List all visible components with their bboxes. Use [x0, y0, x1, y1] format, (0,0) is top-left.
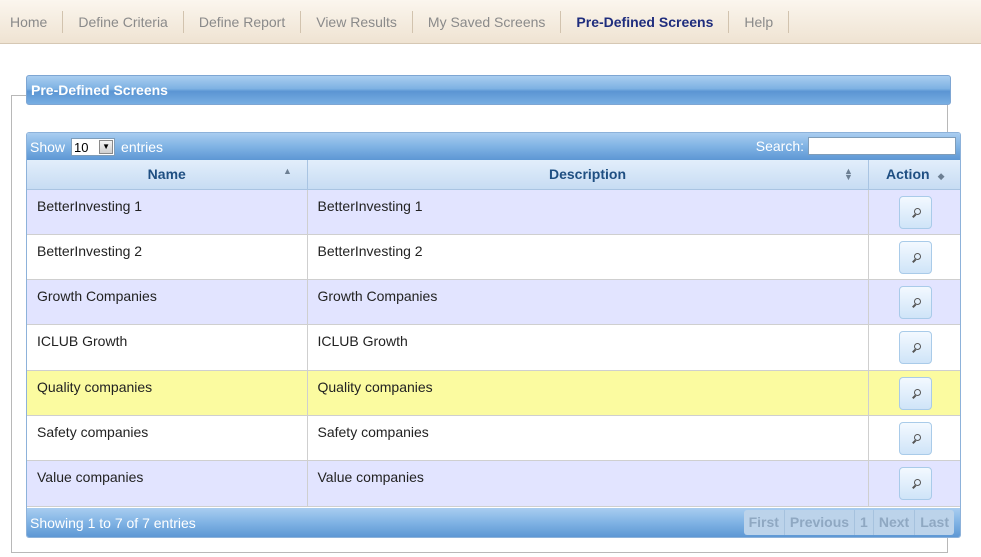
- magnifier-icon: [913, 252, 921, 260]
- next-page-button[interactable]: Next: [872, 510, 915, 535]
- search-input[interactable]: [808, 137, 956, 155]
- column-header-description-label: Description: [548, 166, 626, 183]
- nav-pre-defined-screens[interactable]: Pre-Defined Screens: [561, 10, 730, 33]
- cell-description: ICLUB Growth: [307, 324, 869, 371]
- magnifier-icon: [913, 207, 921, 215]
- previous-page-button[interactable]: Previous: [783, 510, 855, 535]
- cell-description: BetterInvesting 2: [307, 234, 869, 281]
- table-row: Growth Companies Growth Companies: [27, 279, 960, 326]
- cell-description: Value companies: [307, 460, 869, 507]
- page-length-control: Show 10 ▼ entries: [30, 138, 163, 156]
- cell-action: [868, 234, 960, 281]
- magnifier-icon: [913, 298, 921, 306]
- entries-label: entries: [121, 139, 164, 155]
- search-control: Search:: [756, 137, 956, 155]
- view-button[interactable]: [898, 467, 932, 501]
- page-length-value: 10: [74, 139, 89, 155]
- cell-description: Quality companies: [307, 370, 869, 416]
- magnifier-icon: [913, 479, 921, 487]
- column-header-action[interactable]: Action ◆: [868, 160, 960, 190]
- view-button[interactable]: [898, 331, 932, 365]
- table-row: ICLUB Growth ICLUB Growth: [27, 324, 960, 371]
- view-button[interactable]: [898, 421, 932, 455]
- first-page-button[interactable]: First: [743, 510, 784, 535]
- cell-name: Value companies: [27, 460, 308, 507]
- cell-description: BetterInvesting 1: [307, 189, 869, 235]
- table-row: Value companies Value companies: [27, 460, 960, 507]
- cell-action: [868, 460, 960, 507]
- cell-name: Safety companies: [27, 415, 308, 462]
- cell-action: [868, 189, 960, 235]
- cell-name: Quality companies: [27, 370, 308, 416]
- table-row: BetterInvesting 2 BetterInvesting 2: [27, 234, 960, 281]
- cell-action: [868, 415, 960, 462]
- column-header-description[interactable]: Description ▲ ▼: [307, 160, 869, 190]
- show-label: Show: [30, 139, 66, 155]
- view-button[interactable]: [898, 376, 932, 410]
- screens-table-panel: Show 10 ▼ entries Search: Name ▲: [26, 132, 961, 538]
- table-row: Safety companies Safety companies: [27, 415, 960, 462]
- sort-ascending-icon: ▲: [283, 166, 292, 176]
- nav-my-saved-screens[interactable]: My Saved Screens: [413, 10, 562, 33]
- last-page-button[interactable]: Last: [914, 510, 954, 535]
- column-header-name[interactable]: Name ▲: [27, 160, 308, 190]
- search-label: Search:: [755, 138, 804, 154]
- nav-define-report[interactable]: Define Report: [184, 10, 302, 33]
- nav-home[interactable]: Home: [0, 10, 64, 33]
- cell-description: Growth Companies: [307, 279, 869, 326]
- cell-action: [868, 324, 960, 371]
- chevron-down-icon: ▼: [99, 140, 114, 154]
- cell-name: ICLUB Growth: [27, 324, 308, 371]
- nav-view-results[interactable]: View Results: [301, 10, 413, 33]
- screens-table: Name ▲ Description ▲ ▼ Action ◆ BetterInve…: [27, 160, 960, 507]
- top-navigation: Home Define Criteria Define Report View …: [0, 0, 981, 44]
- column-header-action-label: Action: [886, 166, 930, 183]
- nav-define-criteria[interactable]: Define Criteria: [63, 10, 184, 33]
- sort-icon: ◆: [937, 171, 945, 182]
- table-row: BetterInvesting 1 BetterInvesting 1: [27, 189, 960, 235]
- cell-action: [868, 370, 960, 416]
- column-header-name-label: Name: [147, 166, 186, 183]
- view-button[interactable]: [898, 240, 932, 274]
- table-info: Showing 1 to 7 of 7 entries: [30, 515, 196, 531]
- magnifier-icon: [913, 388, 921, 396]
- cell-name: BetterInvesting 2: [27, 234, 308, 281]
- view-button[interactable]: [898, 286, 932, 320]
- table-toolbar: Show 10 ▼ entries Search:: [27, 133, 960, 160]
- section-title: Pre-Defined Screens: [26, 75, 951, 105]
- page-1-button[interactable]: 1: [854, 510, 873, 535]
- magnifier-icon: [913, 433, 921, 441]
- sort-icon: ▲ ▼: [844, 166, 853, 182]
- cell-name: Growth Companies: [27, 279, 308, 326]
- table-footer: Showing 1 to 7 of 7 entries First Previo…: [27, 508, 960, 537]
- table-row-highlighted: Quality companies Quality companies: [27, 370, 960, 416]
- cell-name: BetterInvesting 1: [27, 189, 308, 235]
- page-length-select[interactable]: 10 ▼: [71, 138, 116, 156]
- view-button[interactable]: [898, 195, 932, 229]
- magnifier-icon: [913, 343, 921, 351]
- cell-description: Safety companies: [307, 415, 869, 462]
- nav-help[interactable]: Help: [729, 10, 790, 33]
- pagination: First Previous 1 Next Last: [743, 510, 954, 535]
- cell-action: [868, 279, 960, 326]
